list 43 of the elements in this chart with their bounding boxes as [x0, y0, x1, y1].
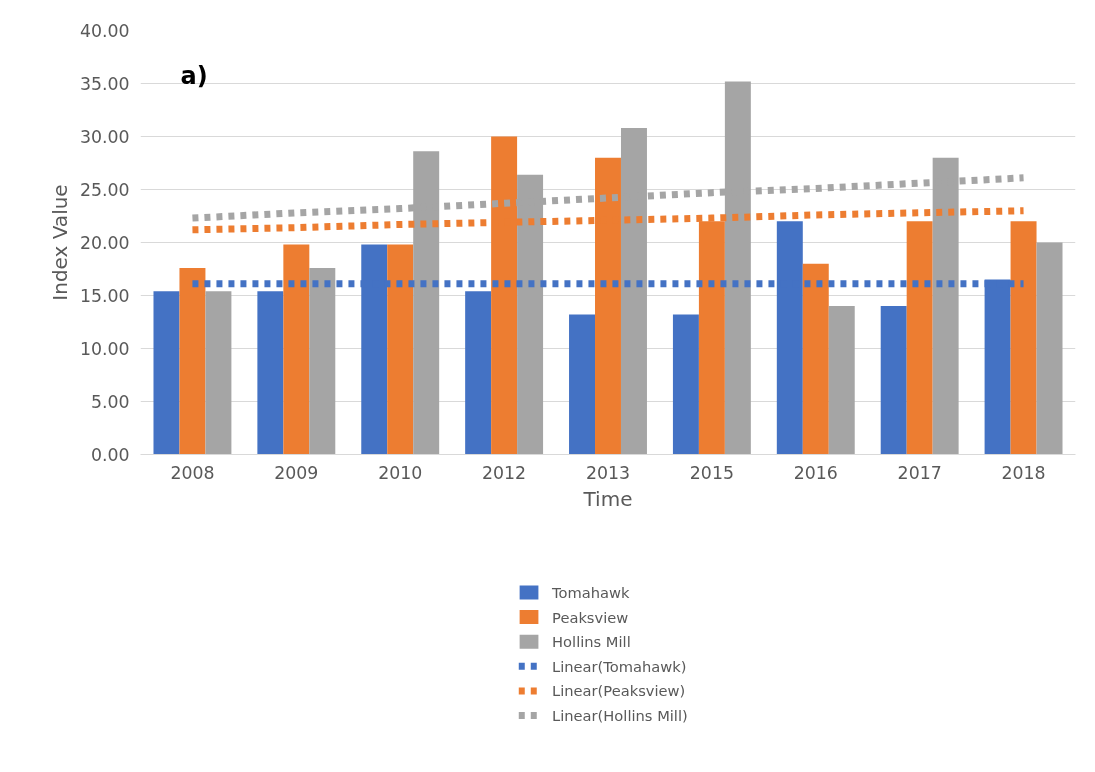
bar: [672, 314, 699, 455]
y-tick-label: 40.00: [79, 21, 130, 41]
x-tick-label: 2012: [482, 462, 527, 483]
x-tick-label: 2015: [689, 462, 734, 483]
bar: [569, 314, 596, 455]
bar: [205, 291, 232, 455]
y-tick-label: 25.00: [79, 180, 130, 200]
x-tick-label: 2008: [170, 462, 215, 483]
bar: [906, 221, 933, 455]
bar: [257, 291, 284, 455]
legend-label: Tomahawk: [551, 584, 631, 601]
bar: [387, 244, 414, 455]
legend-label: Hollins Mill: [552, 633, 631, 651]
bar: [283, 244, 310, 455]
bar: [828, 306, 855, 455]
y-tick-label: 10.00: [79, 339, 130, 359]
x-axis-title: Time: [582, 486, 633, 511]
x-tick-label: 2018: [1001, 462, 1046, 483]
y-tick-label: 35.00: [79, 74, 130, 94]
x-tick-label: 2016: [793, 462, 838, 483]
x-tick-label: 2010: [378, 462, 423, 483]
y-tick-label: 20.00: [79, 233, 130, 253]
text: a): [180, 61, 208, 90]
legend-label: Linear(Hollins Mill): [552, 707, 688, 724]
y-tick-label: 0.00: [90, 445, 130, 465]
legend-label: Linear(Tomahawk): [552, 657, 687, 675]
x-tick-label: 2009: [274, 462, 319, 483]
bar: [1010, 221, 1037, 455]
x-tick-label: 2017: [897, 462, 942, 483]
bar: [153, 291, 180, 455]
bar: [880, 306, 907, 455]
bar: [465, 291, 492, 455]
bar: [309, 267, 336, 455]
legend-label: Linear(Peaksview): [552, 682, 686, 700]
legend-label: Peaksview: [552, 608, 629, 626]
y-tick-label: 15.00: [79, 286, 130, 306]
bar: [1036, 242, 1063, 455]
y-tick-label: 30.00: [79, 127, 130, 147]
bar: [179, 267, 206, 455]
y-axis-title: Index Value: [47, 184, 72, 301]
x-tick-label: 2013: [585, 462, 631, 483]
bar: [802, 263, 829, 455]
y-tick-label: 5.00: [90, 392, 130, 412]
